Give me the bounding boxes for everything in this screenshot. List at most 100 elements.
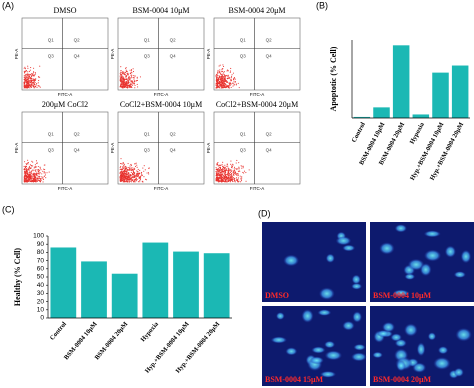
event-dot bbox=[232, 181, 234, 183]
event-dot bbox=[224, 170, 226, 172]
event-dot bbox=[40, 169, 42, 171]
event-dot bbox=[130, 165, 133, 167]
event-dot bbox=[142, 181, 144, 183]
quadrant-label: Q3 bbox=[48, 53, 55, 58]
quadrant-label: Q2 bbox=[170, 37, 177, 42]
event-dot bbox=[25, 162, 27, 165]
event-dot bbox=[228, 87, 231, 89]
event-dot bbox=[35, 169, 37, 171]
event-dot bbox=[124, 179, 126, 181]
event-dot bbox=[122, 173, 124, 175]
event-dot bbox=[240, 177, 242, 179]
event-dot bbox=[234, 181, 236, 183]
event-dot bbox=[223, 176, 225, 178]
event-dot bbox=[123, 79, 125, 81]
event-dot bbox=[126, 82, 128, 85]
event-dot bbox=[29, 77, 31, 79]
event-dot bbox=[217, 78, 219, 80]
event-dot bbox=[33, 177, 35, 179]
event-dot bbox=[232, 174, 235, 176]
event-dot bbox=[131, 72, 133, 74]
event-dot bbox=[38, 177, 41, 179]
quadrant-label: Q1 bbox=[144, 37, 151, 42]
plot-title: CoCl2+BSM-0004 10μM bbox=[120, 100, 202, 109]
event-dot bbox=[242, 167, 244, 169]
event-dot bbox=[121, 79, 123, 81]
event-dot bbox=[26, 86, 28, 88]
event-dot bbox=[131, 82, 133, 84]
event-dot bbox=[238, 167, 240, 169]
cell bbox=[455, 327, 472, 342]
event-dot bbox=[219, 174, 221, 176]
event-dot bbox=[218, 177, 220, 179]
event-dot bbox=[124, 82, 126, 84]
x-tick-label: Control bbox=[351, 121, 367, 143]
cell bbox=[317, 309, 332, 316]
event-dot bbox=[122, 83, 124, 85]
event-dot bbox=[128, 76, 130, 78]
event-dot bbox=[231, 165, 234, 167]
event-dot bbox=[233, 80, 235, 82]
event-dot bbox=[136, 166, 138, 168]
event-dot bbox=[219, 166, 221, 168]
event-dot bbox=[30, 80, 32, 82]
event-dot bbox=[235, 162, 237, 164]
event-dot bbox=[127, 168, 129, 171]
event-dot bbox=[233, 166, 236, 168]
event-dot bbox=[42, 176, 44, 178]
event-dot bbox=[141, 174, 143, 176]
event-dot bbox=[33, 74, 35, 76]
event-dot bbox=[36, 178, 38, 180]
quadrant-label: Q3 bbox=[144, 147, 151, 152]
event-dot bbox=[137, 168, 139, 171]
event-dot bbox=[126, 178, 129, 180]
event-dot bbox=[39, 179, 41, 181]
event-dot bbox=[121, 83, 123, 85]
event-dot bbox=[25, 176, 27, 178]
quadrant-label: Q3 bbox=[240, 53, 247, 58]
event-dot bbox=[143, 165, 145, 167]
event-dot bbox=[133, 168, 135, 171]
event-dot bbox=[248, 169, 250, 171]
event-dot bbox=[217, 85, 219, 87]
event-dot bbox=[23, 169, 25, 171]
event-dot bbox=[25, 69, 27, 72]
event-dot bbox=[23, 81, 25, 83]
event-dot bbox=[220, 180, 222, 182]
event-dot bbox=[120, 76, 122, 78]
event-dot bbox=[138, 177, 140, 179]
event-dot bbox=[219, 164, 221, 166]
event-dot bbox=[28, 85, 30, 87]
event-dot bbox=[222, 78, 224, 80]
event-dot bbox=[134, 179, 136, 181]
event-dot bbox=[135, 162, 137, 164]
event-dot bbox=[34, 172, 36, 174]
event-dot bbox=[218, 77, 220, 79]
event-dot bbox=[233, 168, 235, 170]
event-dot bbox=[28, 166, 31, 168]
event-dot bbox=[125, 172, 127, 174]
event-dot bbox=[135, 179, 137, 181]
event-dot bbox=[217, 72, 219, 74]
y-axis-label: PE-A bbox=[14, 143, 19, 154]
cell bbox=[433, 356, 451, 370]
event-dot bbox=[130, 83, 132, 85]
panel-label: (B) bbox=[316, 0, 328, 10]
event-dot bbox=[121, 72, 123, 74]
event-dot bbox=[233, 174, 235, 177]
event-dot bbox=[222, 177, 224, 179]
event-dot bbox=[225, 180, 227, 182]
event-dot bbox=[29, 179, 31, 181]
event-dot bbox=[28, 165, 30, 167]
event-dot bbox=[23, 177, 25, 179]
event-dot bbox=[238, 87, 240, 89]
bar bbox=[392, 45, 410, 119]
event-dot bbox=[43, 171, 45, 173]
x-axis-label: FITC-A bbox=[58, 92, 73, 97]
event-dot bbox=[31, 73, 33, 75]
event-dot bbox=[37, 180, 39, 182]
event-dot bbox=[133, 176, 136, 178]
event-dot bbox=[137, 86, 139, 88]
event-dot bbox=[218, 181, 220, 183]
event-dot bbox=[223, 169, 225, 171]
